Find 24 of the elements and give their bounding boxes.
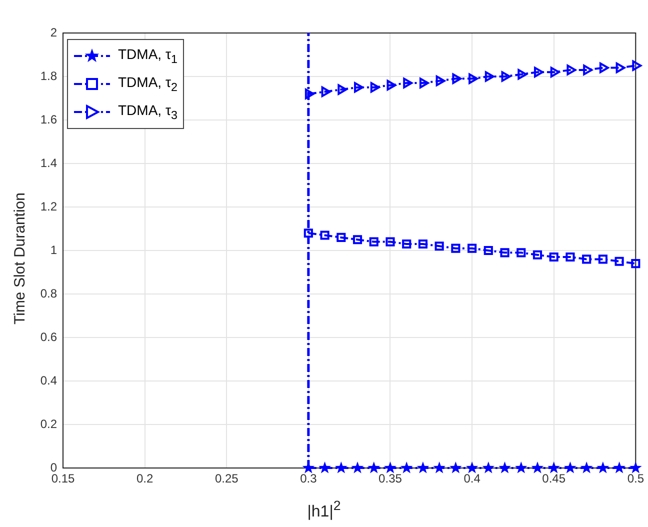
y-tick-label: 1.2 bbox=[40, 199, 58, 214]
legend-label: TDMA, τ$_{2}$ bbox=[118, 74, 178, 94]
x-tick-label: 0.2 bbox=[136, 472, 154, 486]
y-tick-label: 0.2 bbox=[40, 416, 58, 431]
y-tick-label: 0.6 bbox=[40, 330, 58, 344]
legend-label: TDMA, τ$_{1}$ bbox=[118, 46, 178, 66]
y-tick-label: 1.8 bbox=[40, 68, 58, 83]
y-tick-label: 0.8 bbox=[40, 286, 58, 300]
y-tick-label: 1.4 bbox=[40, 156, 58, 170]
y-tick-label: 1 bbox=[50, 242, 58, 257]
x-tick-label: 0.4 bbox=[464, 472, 481, 486]
x-tick-label: 0.35 bbox=[378, 472, 402, 486]
x-axis-title: |h1|$^{2}$ bbox=[306, 498, 342, 522]
x-tick-label: 0.3 bbox=[300, 472, 318, 486]
y-tick-label: 1.6 bbox=[40, 112, 58, 126]
y-axis-title: Time Slot Durantion bbox=[12, 192, 28, 326]
x-tick-label: 0.45 bbox=[542, 472, 566, 486]
y-tick-label: 0.4 bbox=[40, 373, 58, 388]
y-tick-label: 0 bbox=[50, 460, 58, 474]
y-tick-label: 2 bbox=[50, 25, 58, 40]
x-tick-label: 0.25 bbox=[214, 472, 239, 486]
x-tick-label: 0.5 bbox=[627, 472, 644, 486]
x-tick-label: 0.15 bbox=[51, 472, 75, 486]
legend-label: TDMA, τ$_{3}$ bbox=[118, 102, 178, 122]
